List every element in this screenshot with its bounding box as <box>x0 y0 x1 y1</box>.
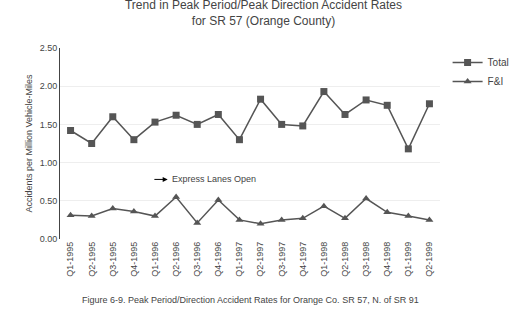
svg-text:Q3-1996: Q3-1996 <box>192 242 202 277</box>
svg-text:1.50: 1.50 <box>40 120 58 130</box>
svg-text:Q1-1998: Q1-1998 <box>319 242 329 277</box>
svg-text:Q3-1998: Q3-1998 <box>361 242 371 277</box>
svg-text:Q2-1999: Q2-1999 <box>424 242 434 277</box>
svg-text:Trend in Peak Period/Peak Dire: Trend in Peak Period/Peak Direction Acci… <box>125 0 402 28</box>
svg-text:Accidents per Million Vehicle-: Accidents per Million Vehicle-Miles <box>24 74 34 213</box>
svg-text:0.50: 0.50 <box>40 196 58 206</box>
svg-text:Total: Total <box>488 57 509 68</box>
svg-text:Figure 6-9. Peak Period/Direct: Figure 6-9. Peak Period/Direction Accide… <box>82 295 419 305</box>
svg-text:Q3-1995: Q3-1995 <box>108 242 118 277</box>
svg-text:Q4-1995: Q4-1995 <box>129 242 139 277</box>
svg-text:Q4-1996: Q4-1996 <box>213 242 223 277</box>
svg-text:Q2-1998: Q2-1998 <box>340 242 350 277</box>
svg-text:2.00: 2.00 <box>40 81 58 91</box>
svg-text:Q4-1998: Q4-1998 <box>382 242 392 277</box>
svg-text:Q2-1996: Q2-1996 <box>171 242 181 277</box>
svg-text:Q1-1996: Q1-1996 <box>150 242 160 277</box>
svg-text:Q2-1995: Q2-1995 <box>87 242 97 277</box>
svg-text:Q2-1997: Q2-1997 <box>255 242 265 277</box>
svg-text:Q1-1995: Q1-1995 <box>65 242 75 277</box>
svg-text:Express Lanes Open: Express Lanes Open <box>172 174 256 184</box>
svg-text:Q1-1997: Q1-1997 <box>234 242 244 277</box>
svg-text:F&I: F&I <box>488 76 504 87</box>
svg-text:2.50: 2.50 <box>40 43 58 53</box>
svg-text:Q4-1997: Q4-1997 <box>298 242 308 277</box>
svg-text:Q3-1997: Q3-1997 <box>277 242 287 277</box>
svg-text:Q1-1999: Q1-1999 <box>403 242 413 277</box>
svg-text:1.00: 1.00 <box>40 158 58 168</box>
svg-text:0.00: 0.00 <box>40 234 58 244</box>
